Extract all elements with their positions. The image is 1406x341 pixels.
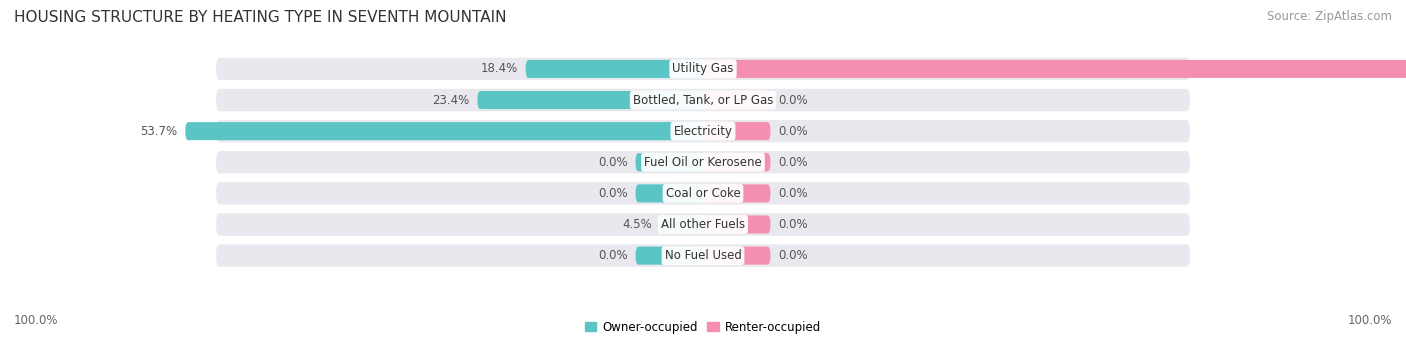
FancyBboxPatch shape xyxy=(217,89,1189,111)
Text: Coal or Coke: Coal or Coke xyxy=(665,187,741,200)
Text: HOUSING STRUCTURE BY HEATING TYPE IN SEVENTH MOUNTAIN: HOUSING STRUCTURE BY HEATING TYPE IN SEV… xyxy=(14,10,506,25)
Text: Fuel Oil or Kerosene: Fuel Oil or Kerosene xyxy=(644,156,762,169)
FancyBboxPatch shape xyxy=(703,216,770,234)
FancyBboxPatch shape xyxy=(703,153,770,171)
Text: 18.4%: 18.4% xyxy=(481,62,517,75)
FancyBboxPatch shape xyxy=(636,153,703,171)
FancyBboxPatch shape xyxy=(217,213,1189,236)
FancyBboxPatch shape xyxy=(217,120,1189,142)
FancyBboxPatch shape xyxy=(703,247,770,265)
Text: 4.5%: 4.5% xyxy=(621,218,652,231)
Text: 53.7%: 53.7% xyxy=(141,125,177,138)
Text: 0.0%: 0.0% xyxy=(778,249,808,262)
FancyBboxPatch shape xyxy=(217,151,1189,174)
FancyBboxPatch shape xyxy=(526,60,703,78)
Text: 0.0%: 0.0% xyxy=(778,187,808,200)
Text: 0.0%: 0.0% xyxy=(778,125,808,138)
FancyBboxPatch shape xyxy=(636,184,703,203)
Text: 0.0%: 0.0% xyxy=(598,249,628,262)
Text: 0.0%: 0.0% xyxy=(598,156,628,169)
Text: Source: ZipAtlas.com: Source: ZipAtlas.com xyxy=(1267,10,1392,23)
FancyBboxPatch shape xyxy=(703,60,1406,78)
Text: 0.0%: 0.0% xyxy=(778,93,808,106)
Text: No Fuel Used: No Fuel Used xyxy=(665,249,741,262)
Text: Utility Gas: Utility Gas xyxy=(672,62,734,75)
FancyBboxPatch shape xyxy=(703,122,770,140)
Text: All other Fuels: All other Fuels xyxy=(661,218,745,231)
FancyBboxPatch shape xyxy=(636,247,703,265)
Text: 0.0%: 0.0% xyxy=(598,187,628,200)
Text: 0.0%: 0.0% xyxy=(778,218,808,231)
FancyBboxPatch shape xyxy=(703,91,770,109)
Text: 0.0%: 0.0% xyxy=(778,156,808,169)
FancyBboxPatch shape xyxy=(186,122,703,140)
FancyBboxPatch shape xyxy=(217,58,1189,80)
Text: 100.0%: 100.0% xyxy=(14,314,59,327)
Text: Bottled, Tank, or LP Gas: Bottled, Tank, or LP Gas xyxy=(633,93,773,106)
FancyBboxPatch shape xyxy=(478,91,703,109)
FancyBboxPatch shape xyxy=(703,184,770,203)
FancyBboxPatch shape xyxy=(217,244,1189,267)
Legend: Owner-occupied, Renter-occupied: Owner-occupied, Renter-occupied xyxy=(579,316,827,339)
FancyBboxPatch shape xyxy=(217,182,1189,205)
Text: Electricity: Electricity xyxy=(673,125,733,138)
Text: 23.4%: 23.4% xyxy=(433,93,470,106)
Text: 100.0%: 100.0% xyxy=(1347,314,1392,327)
FancyBboxPatch shape xyxy=(659,216,703,234)
